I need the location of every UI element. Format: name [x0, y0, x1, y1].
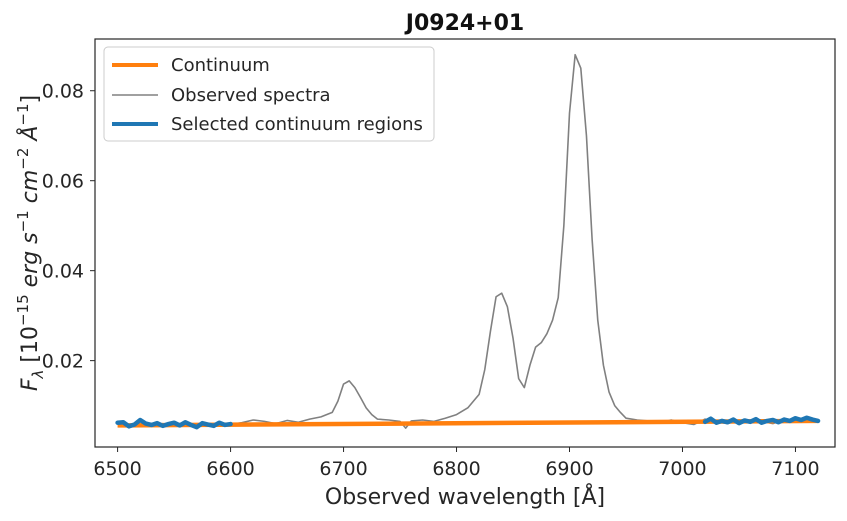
- x-tick-label: 7100: [771, 458, 819, 480]
- x-tick-label: 6900: [545, 458, 593, 480]
- x-tick-label: 6700: [319, 458, 367, 480]
- chart-title: J0924+01: [404, 11, 524, 36]
- y-tick-label: 0.04: [42, 261, 84, 283]
- legend: Continuum Observed spectra Selected cont…: [103, 46, 435, 142]
- legend-label-selected: Selected continuum regions: [171, 114, 423, 135]
- x-tick-label: 6800: [432, 458, 480, 480]
- x-tick-label: 6600: [206, 458, 254, 480]
- plot-frame: [94, 38, 836, 448]
- y-axis-label: Fλ [10−15 erg s−1 cm−2 Å−1]: [14, 95, 47, 391]
- x-tick-label: 6500: [93, 458, 141, 480]
- selected-continuum-regions: [115, 415, 821, 430]
- x-tick-label: 7000: [658, 458, 706, 480]
- continuum-line: [117, 418, 819, 428]
- selected-region-segment-1: [115, 417, 233, 430]
- y-tick-label: 0.08: [42, 81, 84, 103]
- x-axis: 6500 6600 6700 6800 6900 7000 7100: [93, 447, 820, 480]
- y-tick-label: 0.02: [42, 351, 84, 373]
- y-axis: 0.02 0.04 0.06 0.08: [42, 81, 95, 373]
- legend-label-observed: Observed spectra: [171, 85, 331, 106]
- selected-region-segment-2: [702, 415, 821, 426]
- y-tick-label: 0.06: [42, 171, 84, 193]
- legend-box: [103, 46, 435, 142]
- legend-label-continuum: Continuum: [171, 55, 270, 76]
- x-axis-label: Observed wavelength [Å]: [325, 483, 605, 510]
